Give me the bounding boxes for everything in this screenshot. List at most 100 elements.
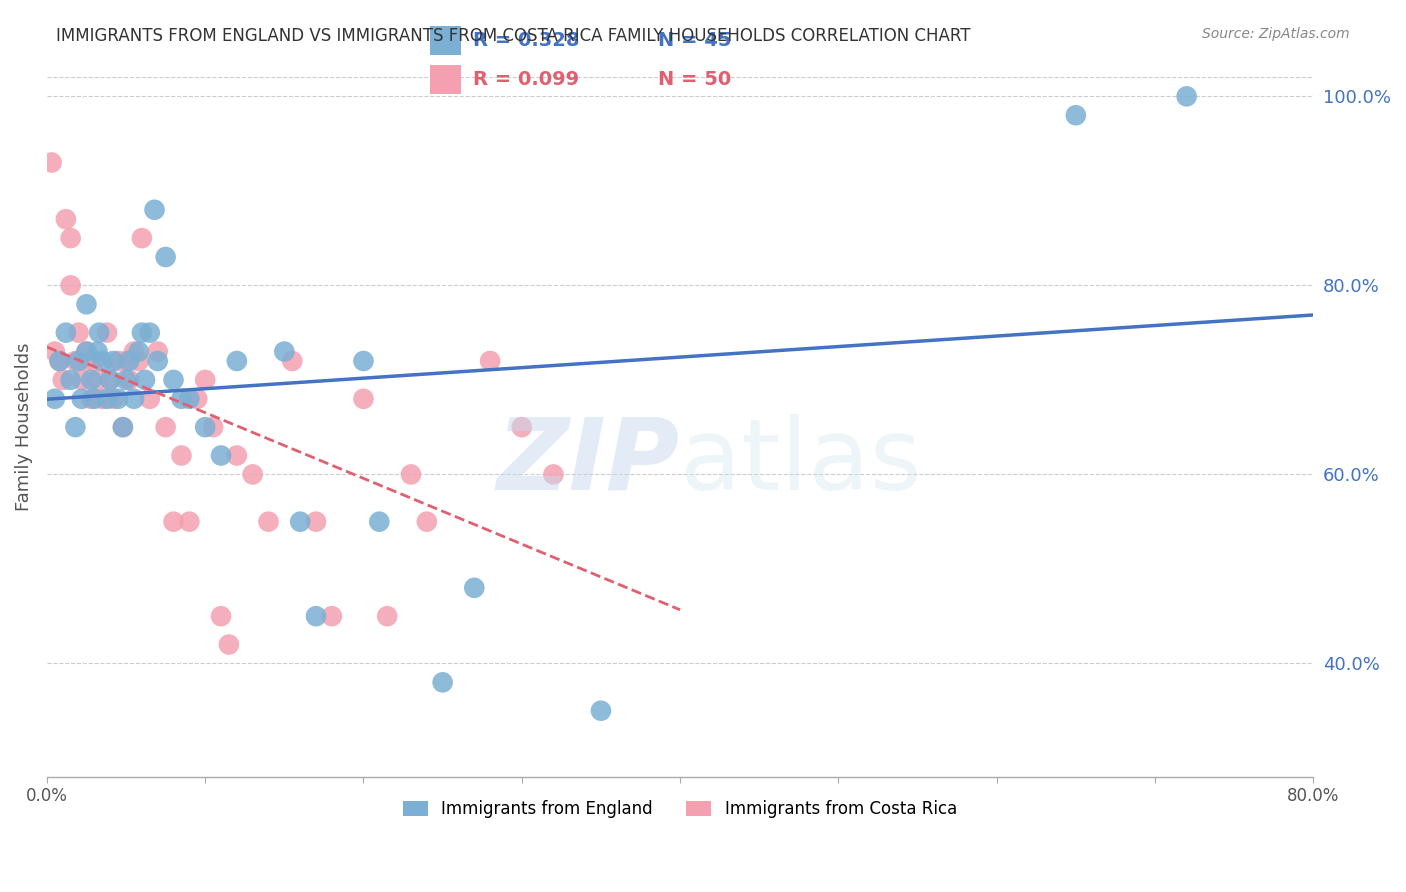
Point [44, 344, 66, 359]
Point [96, 326, 118, 340]
Point [273, 344, 295, 359]
Point [209, 449, 232, 463]
Point [131, 231, 153, 245]
Point [416, 515, 439, 529]
FancyBboxPatch shape [430, 65, 461, 95]
Point [179, 392, 201, 406]
Point [115, 373, 138, 387]
Point [91, 354, 114, 368]
Point [225, 354, 247, 368]
Point [111, 420, 134, 434]
Point [179, 515, 201, 529]
Point [65, 420, 87, 434]
Point [186, 392, 208, 406]
Text: N = 50: N = 50 [658, 70, 731, 89]
Point [67, 354, 90, 368]
Point [48, 354, 70, 368]
Point [321, 609, 343, 624]
Point [41, 155, 63, 169]
Point [59, 373, 82, 387]
Text: Source: ZipAtlas.com: Source: ZipAtlas.com [1202, 27, 1350, 41]
Point [83, 392, 105, 406]
Point [55, 326, 77, 340]
Point [75, 354, 97, 368]
Point [98, 373, 121, 387]
Point [194, 373, 217, 387]
Text: R = 0.099: R = 0.099 [472, 70, 579, 89]
Point [281, 354, 304, 368]
Point [305, 515, 328, 529]
Point [107, 354, 129, 368]
Point [98, 373, 121, 387]
Point [115, 354, 138, 368]
Point [83, 354, 105, 368]
Text: N = 45: N = 45 [658, 31, 731, 50]
Point [589, 704, 612, 718]
Point [134, 373, 156, 387]
Point [170, 449, 193, 463]
Point [368, 515, 391, 529]
Point [70, 392, 93, 406]
Point [143, 202, 166, 217]
Point [70, 373, 93, 387]
Point [59, 231, 82, 245]
Point [67, 326, 90, 340]
Point [86, 344, 108, 359]
Point [75, 344, 97, 359]
Point [89, 326, 111, 340]
Point [75, 344, 97, 359]
FancyBboxPatch shape [430, 27, 461, 55]
Point [80, 392, 103, 406]
Text: ZIP: ZIP [498, 414, 681, 510]
Point [353, 354, 375, 368]
Point [86, 373, 108, 387]
Point [510, 420, 533, 434]
Point [52, 373, 75, 387]
Point [170, 392, 193, 406]
Point [65, 354, 87, 368]
Point [162, 515, 184, 529]
Point [103, 392, 125, 406]
Point [48, 354, 70, 368]
Point [107, 392, 129, 406]
Point [155, 250, 177, 264]
Point [543, 467, 565, 482]
Point [305, 609, 328, 624]
Point [146, 354, 169, 368]
Text: R = 0.328: R = 0.328 [472, 31, 579, 50]
Point [146, 344, 169, 359]
Point [225, 449, 247, 463]
Point [209, 609, 232, 624]
Point [218, 638, 240, 652]
Point [353, 392, 375, 406]
Point [202, 420, 225, 434]
Point [155, 420, 177, 434]
Point [139, 326, 162, 340]
Point [1064, 108, 1087, 122]
Point [375, 609, 398, 624]
Text: IMMIGRANTS FROM ENGLAND VS IMMIGRANTS FROM COSTA RICA FAMILY HOUSEHOLDS CORRELAT: IMMIGRANTS FROM ENGLAND VS IMMIGRANTS FR… [56, 27, 970, 45]
Point [131, 326, 153, 340]
Point [257, 515, 280, 529]
Point [139, 392, 162, 406]
Point [1175, 89, 1198, 103]
Point [44, 392, 66, 406]
Point [242, 467, 264, 482]
Point [194, 420, 217, 434]
Point [288, 515, 311, 529]
Point [96, 392, 118, 406]
Point [103, 354, 125, 368]
Point [118, 354, 141, 368]
Legend: Immigrants from England, Immigrants from Costa Rica: Immigrants from England, Immigrants from… [396, 793, 963, 824]
Point [59, 278, 82, 293]
Point [128, 354, 150, 368]
Point [91, 392, 114, 406]
Point [122, 344, 145, 359]
Point [128, 344, 150, 359]
Point [80, 373, 103, 387]
Point [55, 212, 77, 227]
Point [162, 373, 184, 387]
Point [463, 581, 485, 595]
Point [118, 373, 141, 387]
Point [479, 354, 502, 368]
